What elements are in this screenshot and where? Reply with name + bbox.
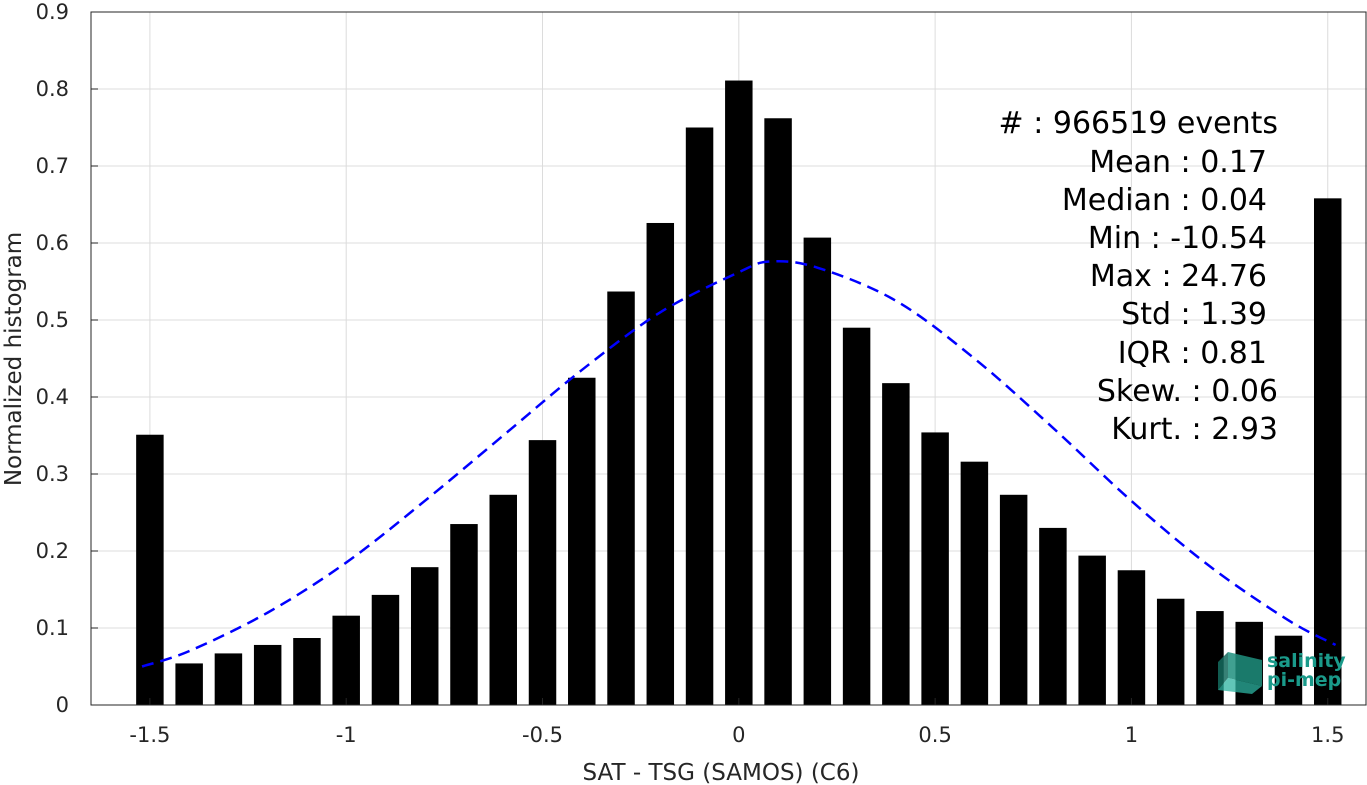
y-tick-label: 0.5 [36,308,69,332]
histogram-bar [136,434,164,705]
stat-count: # : 966519 events [999,106,1278,141]
gaussian-fit-line [141,259,1337,668]
x-axis-ticks: -1.5 -1 -0.5 0 0.5 1 1.5 [129,698,1344,747]
y-axis-ticks: 0 0.1 0.2 0.3 0.4 0.5 0.6 0.7 0.8 0.9 [36,0,98,717]
histogram-bar [253,644,282,705]
histogram-bar [882,383,910,705]
y-tick-label: 0.9 [36,0,69,24]
histogram-bar [293,638,321,705]
x-tick-label: -0.5 [522,723,563,747]
x-tick-label: 0.5 [918,723,951,747]
x-tick-label: -1 [336,723,357,747]
histogram-bar [1078,555,1106,705]
histogram-bar [450,524,478,705]
histogram-bar [1117,570,1146,705]
stat-kurt: Kurt. : 2.93 [1111,412,1278,447]
stat-iqr: IQR : 0.81 [1118,336,1267,371]
logo-cube-icon [1218,652,1262,694]
histogram-bar [764,118,792,705]
x-tick-label: 0 [732,723,745,747]
x-tick-label: 1 [1125,723,1138,747]
y-tick-label: 0.6 [36,231,69,255]
stat-mean: Mean : 0.17 [1089,145,1267,180]
y-tick-label: 0.1 [36,616,69,640]
salinity-pi-mep-logo: salinity pi-mep [1218,650,1346,694]
y-tick-label: 0.2 [36,539,69,563]
stat-min: Min : -10.54 [1088,221,1267,256]
y-axis-label: Normalized histogram [1,232,27,486]
y-tick-label: 0.7 [36,154,69,178]
plot-frame [90,11,1367,706]
histogram-bar [607,291,635,705]
logo-line1: salinity [1267,650,1346,672]
histogram-bar [646,222,675,706]
histogram-bar [528,440,557,705]
x-tick-label: -1.5 [129,723,170,747]
histogram-bar [1196,611,1224,705]
histogram-bar [921,432,949,705]
histogram-bar [725,80,753,705]
x-axis-label: SAT - TSG (SAMOS) (C6) [583,760,860,785]
logo-line2: pi-mep [1267,669,1341,691]
histogram-bar [685,127,714,705]
histogram-bar [489,494,517,705]
histogram-bar [175,663,203,705]
histogram-bar [803,237,832,706]
histogram-bar [1274,635,1303,705]
histogram-bar [1039,527,1067,705]
histogram-bar [842,327,871,705]
stat-max: Max : 24.76 [1090,259,1267,294]
stat-skew: Skew. : 0.06 [1097,374,1278,409]
statistics-box: # : 966519 events Mean : 0.17 Median : 0… [999,106,1278,447]
histogram-bar [1313,198,1342,705]
histogram-bar [999,494,1028,705]
histogram-bar [214,653,243,705]
y-tick-label: 0.4 [36,385,69,409]
histogram-bar [371,594,400,705]
histogram-bar [960,461,989,705]
stat-std: Std : 1.39 [1121,297,1267,332]
histogram-bars [136,80,1342,706]
stat-median: Median : 0.04 [1062,183,1267,218]
histogram-bar [1156,598,1185,705]
x-tick-label: 1.5 [1311,723,1344,747]
histogram-bar [332,615,360,705]
y-tick-label: 0.8 [36,77,69,101]
y-tick-label: 0.3 [36,462,69,486]
histogram-bar [568,377,596,705]
histogram-bar [410,567,439,705]
y-tick-label: 0 [56,693,69,717]
